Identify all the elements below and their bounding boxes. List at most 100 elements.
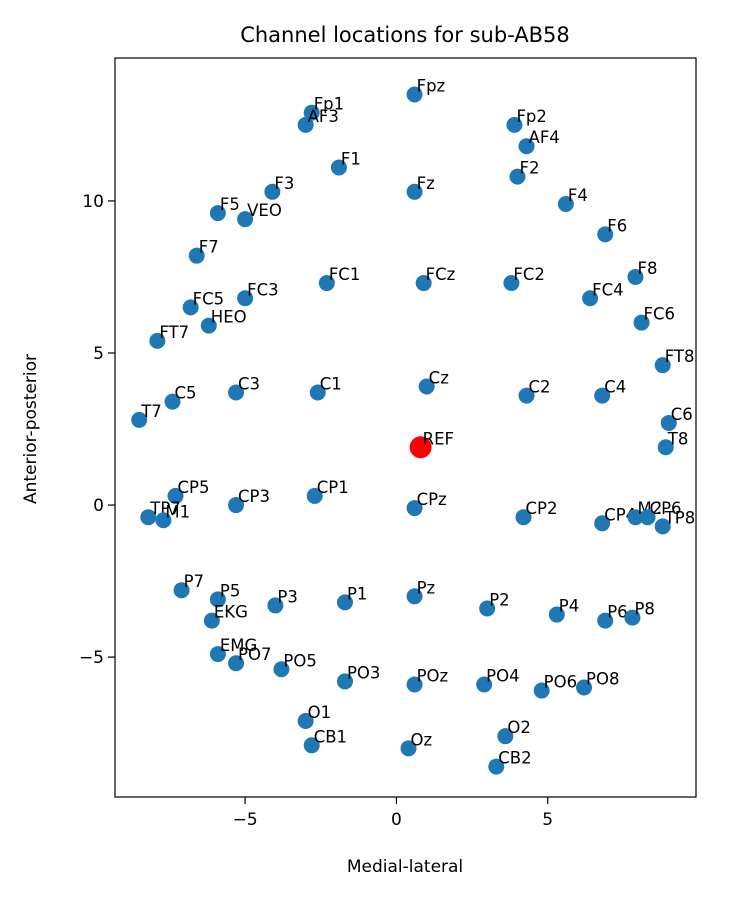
channel-point-po7 — [228, 655, 245, 672]
channel-label-cp1: CP1 — [317, 478, 349, 497]
channel-label-p8: P8 — [634, 600, 654, 619]
channel-point-fc4 — [582, 290, 599, 307]
channel-label-p6: P6 — [607, 603, 627, 622]
channel-label-fc2: FC2 — [513, 265, 545, 284]
channel-label-f2: F2 — [519, 159, 539, 178]
channel-label-c2: C2 — [529, 378, 551, 397]
channel-label-tp7: TP7 — [149, 499, 181, 518]
channel-label-po3: PO3 — [347, 663, 380, 682]
channel-label-c5: C5 — [174, 384, 196, 403]
channel-point-p5 — [209, 591, 226, 608]
channel-label-c6: C6 — [671, 405, 693, 424]
channel-label-m1: M1 — [165, 502, 190, 521]
channel-label-f3: F3 — [274, 174, 294, 193]
channel-point-po5 — [273, 661, 290, 678]
channel-point-cp3 — [228, 497, 245, 514]
y-axis-label: Anterior-posterior — [21, 354, 41, 504]
channel-label-p1: P1 — [347, 584, 367, 603]
channel-point-poz — [406, 676, 423, 693]
channel-label-p4: P4 — [559, 597, 579, 616]
channel-point-ekg — [203, 612, 220, 629]
channel-point-cb2 — [488, 758, 505, 775]
channel-label-ft8: FT8 — [665, 347, 695, 366]
x-axis-label: Medial-lateral — [347, 857, 463, 877]
channel-label-po5: PO5 — [283, 651, 316, 670]
channel-point-fc1 — [318, 275, 335, 292]
channel-point-f2 — [509, 168, 526, 185]
channel-point-veo — [237, 211, 254, 228]
channel-point-f1 — [330, 159, 347, 176]
channel-label-fz: Fz — [417, 174, 435, 193]
channel-label-oz: Oz — [411, 730, 433, 749]
channel-point-c1 — [309, 384, 326, 401]
channel-label-f1: F1 — [341, 149, 361, 168]
channel-label-cp6: CP6 — [650, 499, 682, 518]
channel-label-f8: F8 — [637, 259, 657, 278]
channel-point-f3 — [264, 183, 281, 200]
channel-point-po8 — [576, 679, 593, 696]
channel-point-heo — [200, 317, 217, 334]
channel-label-po4: PO4 — [486, 666, 519, 685]
channel-point-c5 — [164, 393, 181, 410]
channel-point-af4 — [518, 138, 535, 155]
channel-point-af3 — [297, 116, 314, 133]
channel-label-c4: C4 — [604, 378, 626, 397]
channel-label-po7: PO7 — [238, 645, 271, 664]
channel-point-fpz — [406, 86, 423, 103]
channel-point-p6 — [597, 612, 614, 629]
channel-label-af4: AF4 — [529, 128, 560, 147]
channel-point-cp5 — [167, 487, 184, 504]
channel-point-cb1 — [303, 737, 320, 754]
channel-point-cp1 — [306, 487, 323, 504]
channel-label-fc3: FC3 — [247, 280, 279, 299]
x-tick-label: 5 — [542, 810, 553, 830]
channel-label-t7: T7 — [140, 402, 162, 421]
channel-label-fc4: FC4 — [592, 280, 624, 299]
channel-label-cp2: CP2 — [526, 499, 558, 518]
channel-point-t7 — [131, 411, 148, 428]
channel-point-fc3 — [237, 290, 254, 307]
channel-label-cb1: CB1 — [314, 727, 347, 746]
channel-label-f6: F6 — [607, 216, 627, 235]
channel-point-cp4 — [594, 515, 611, 532]
channel-point-po4 — [476, 676, 493, 693]
channel-point-p7 — [173, 582, 190, 599]
channel-label-heo: HEO — [211, 308, 247, 327]
channel-point-p8 — [624, 609, 641, 626]
channel-label-po6: PO6 — [544, 673, 577, 692]
channel-label-ekg: EKG — [214, 603, 248, 622]
channel-point-fz — [406, 183, 423, 200]
channel-point-emg — [209, 646, 226, 663]
channel-point-c4 — [594, 387, 611, 404]
channel-label-veo: VEO — [247, 201, 282, 220]
channel-label-f5: F5 — [220, 195, 240, 214]
channel-label-cz: Cz — [429, 368, 449, 387]
channel-label-fc6: FC6 — [644, 305, 676, 324]
channel-point-f7 — [188, 247, 205, 264]
channel-label-p2: P2 — [489, 590, 509, 609]
channel-point-p4 — [548, 606, 565, 623]
y-tick-label: 0 — [93, 496, 104, 516]
channel-label-cpz: CPz — [417, 490, 447, 509]
channel-label-cp3: CP3 — [238, 487, 270, 506]
channel-label-po8: PO8 — [586, 670, 619, 689]
channel-label-p7: P7 — [184, 572, 204, 591]
channel-label-ft7: FT7 — [159, 323, 189, 342]
channel-point-c2 — [518, 387, 535, 404]
channel-label-t8: T8 — [667, 429, 689, 448]
reference-point — [409, 436, 432, 459]
channel-label-af3: AF3 — [308, 107, 339, 126]
channel-point-tp7 — [140, 509, 157, 526]
channel-label-o1: O1 — [308, 703, 332, 722]
channel-point-cz — [418, 378, 435, 395]
channel-label-c3: C3 — [238, 375, 260, 394]
channel-point-fc2 — [503, 275, 520, 292]
channel-point-cp6 — [639, 509, 656, 526]
channel-point-ft7 — [149, 332, 166, 349]
channel-point-oz — [400, 740, 417, 757]
y-tick-label: −5 — [79, 648, 104, 668]
channel-point-fc5 — [182, 299, 199, 316]
channel-point-fc6 — [633, 314, 650, 331]
